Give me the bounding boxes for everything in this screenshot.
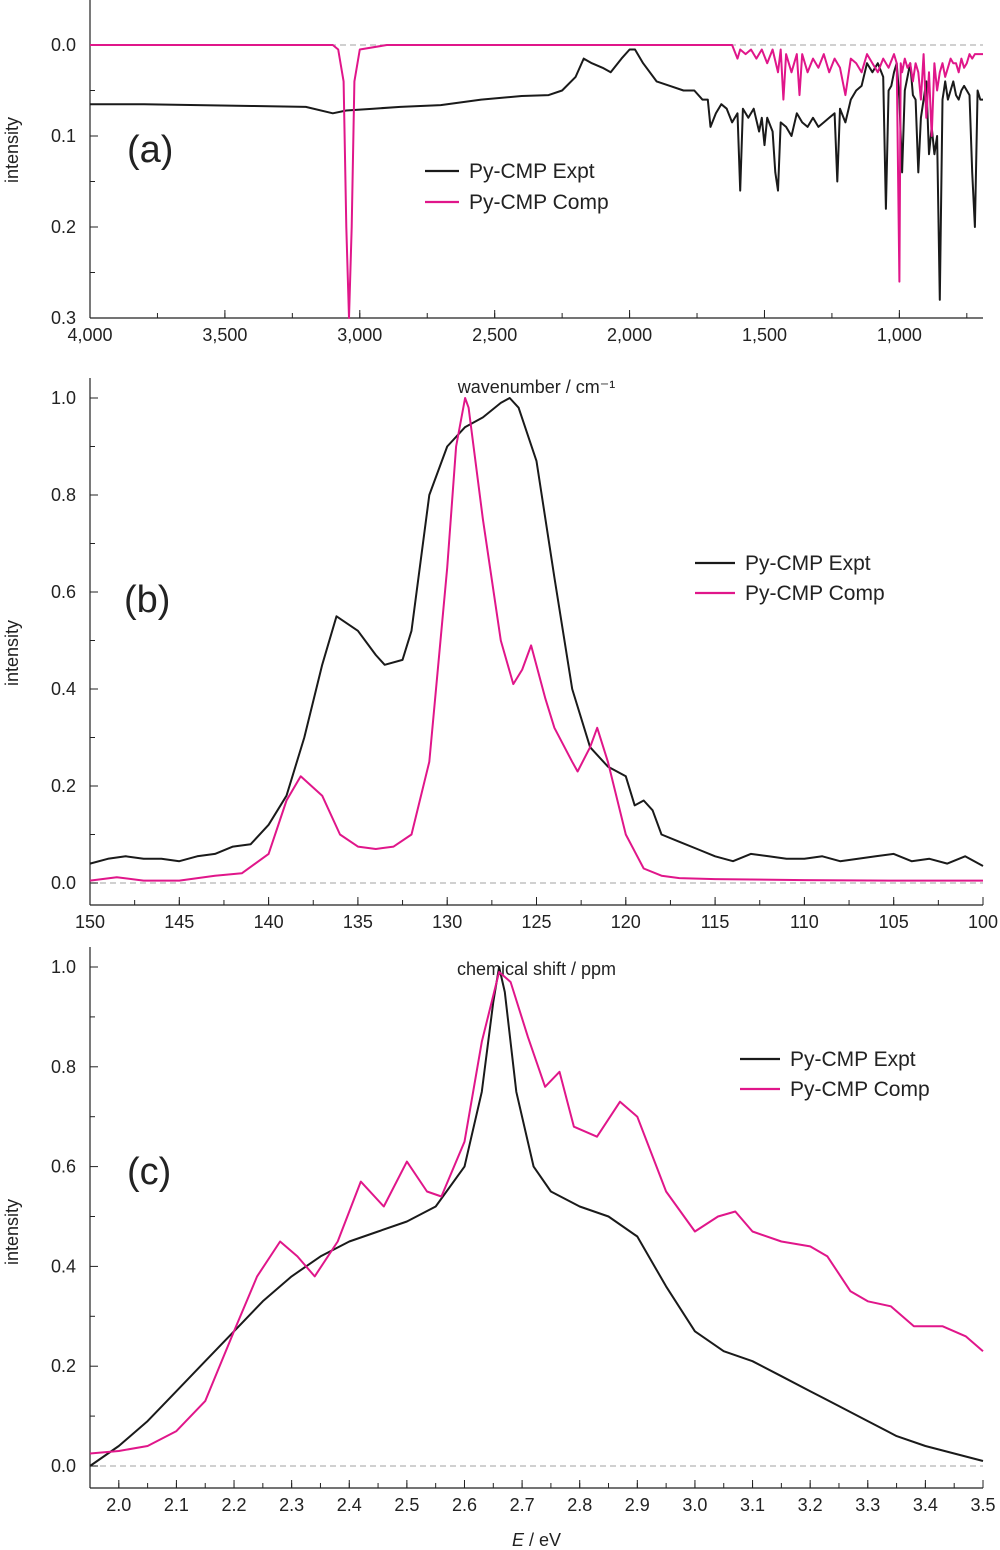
- x-tick-label: 100: [968, 912, 998, 932]
- panel-tag: (a): [127, 129, 173, 171]
- y-tick-label: 0.3: [51, 308, 76, 328]
- y-tick-label: 0.6: [51, 582, 76, 602]
- x-tick-label: 110: [790, 912, 819, 932]
- x-tick-label: 150: [75, 912, 105, 932]
- y-tick-label: 1.0: [51, 388, 76, 408]
- x-tick-label: 2,500: [472, 325, 517, 345]
- y-tick-label: 0.0: [51, 873, 76, 893]
- x-tick-label: 3.0: [682, 1495, 707, 1515]
- x-tick-label: 115: [701, 912, 730, 932]
- x-tick-label: 3.3: [855, 1495, 880, 1515]
- panel-b: 0.0 0.2 0.4 0.6 0.8 1.0 150 145 140 135 130 125 120 1…: [2, 378, 998, 979]
- x-tick-label: 2.9: [625, 1495, 650, 1515]
- y-tick-label: 0.8: [51, 1057, 76, 1077]
- x-tick-label: 2.5: [394, 1495, 419, 1515]
- x-tick-label: 2.4: [337, 1495, 362, 1515]
- x-tick-label: 2.8: [567, 1495, 592, 1515]
- legend-label: Py-CMP Comp: [790, 1078, 930, 1101]
- x-tick-label: 2.2: [222, 1495, 247, 1515]
- y-tick-label: 0.2: [51, 1356, 76, 1376]
- x-tick-label: 3.4: [913, 1495, 938, 1515]
- x-tick-label: 1,000: [877, 325, 922, 345]
- legend-label: Py-CMP Comp: [469, 191, 609, 214]
- x-tick-label: 3,000: [337, 325, 382, 345]
- series-line-comp: [90, 44, 983, 319]
- x-tick-label: 140: [254, 912, 284, 932]
- y-tick-label: 0.4: [51, 679, 76, 699]
- x-tick-label: 125: [521, 912, 551, 932]
- x-tick-label: 2.7: [510, 1495, 535, 1515]
- y-tick-label: 1.0: [51, 957, 76, 977]
- y-tick-label: 0.1: [51, 126, 76, 146]
- x-tick-label: 105: [879, 912, 909, 932]
- x-axis-label: E / eV: [512, 1530, 561, 1550]
- x-tick-label: 145: [164, 912, 194, 932]
- x-tick-label: 2.3: [279, 1495, 304, 1515]
- x-axis-label: wavenumber / cm⁻¹: [457, 377, 616, 397]
- y-tick-label: 0.2: [51, 217, 76, 237]
- y-tick-label: 0.0: [51, 1456, 76, 1476]
- y-axis-label: intensity: [2, 117, 22, 183]
- panel-tag: (c): [127, 1151, 171, 1193]
- x-tick-label: 4,000: [67, 325, 112, 345]
- y-tick-label: 0.6: [51, 1157, 76, 1177]
- y-tick-label: 0.8: [51, 485, 76, 505]
- legend-label: Py-CMP Expt: [790, 1048, 916, 1071]
- y-tick-label: 0.2: [51, 776, 76, 796]
- x-tick-label: 1,500: [742, 325, 787, 345]
- y-axis-label: intensity: [2, 620, 22, 686]
- series-line-comp: [89, 397, 983, 882]
- legend-label: Py-CMP Expt: [469, 160, 595, 183]
- x-tick-label: 3.5: [970, 1495, 995, 1515]
- legend-label: Py-CMP Comp: [745, 582, 885, 605]
- series-line-expt: [89, 966, 984, 1467]
- x-tick-label: 130: [432, 912, 462, 932]
- series-line-expt: [90, 48, 983, 301]
- series-line-expt: [89, 397, 984, 867]
- x-tick-label: 135: [343, 912, 373, 932]
- x-tick-label: 3.2: [798, 1495, 823, 1515]
- x-axis-label: chemical shift / ppm: [457, 959, 616, 979]
- x-tick-label: 2,000: [607, 325, 652, 345]
- x-tick-label: 2.1: [164, 1495, 189, 1515]
- legend-label: Py-CMP Expt: [745, 552, 871, 575]
- x-tick-label: 3,500: [202, 325, 247, 345]
- x-tick-label: 120: [611, 912, 641, 932]
- panel-a: 0.0 0.1 0.2 0.34,000 3,500 3,000 2,500 2,000 1,5…: [2, 0, 983, 397]
- series-line-comp: [89, 971, 984, 1455]
- panel-tag: (b): [124, 579, 170, 621]
- x-tick-label: 3.1: [740, 1495, 765, 1515]
- x-tick-label: 2.0: [106, 1495, 131, 1515]
- y-tick-label: 0.4: [51, 1256, 76, 1276]
- y-tick-label: 0.0: [51, 35, 76, 55]
- y-axis-label: intensity: [2, 1199, 22, 1265]
- panel-c: 0.0 0.2 0.4 0.6 0.8 1.0 2.0 2.1 2.2 2.3 2.4 2.5 2.6 2…: [2, 947, 996, 1550]
- x-tick-label: 2.6: [452, 1495, 477, 1515]
